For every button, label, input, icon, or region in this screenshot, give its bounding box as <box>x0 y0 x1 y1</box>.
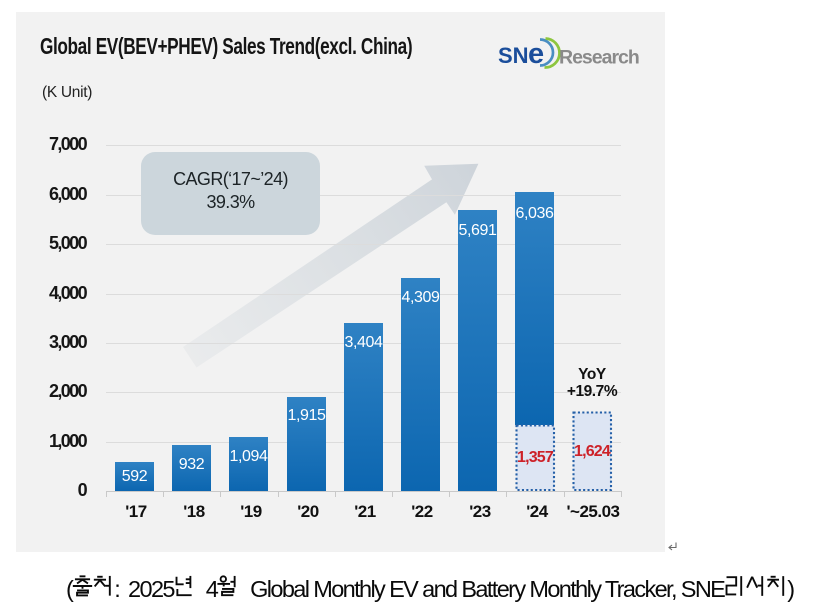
svg-text:e: e <box>528 38 544 70</box>
svg-text:SN: SN <box>498 43 529 68</box>
svg-text:Research: Research <box>559 47 639 69</box>
